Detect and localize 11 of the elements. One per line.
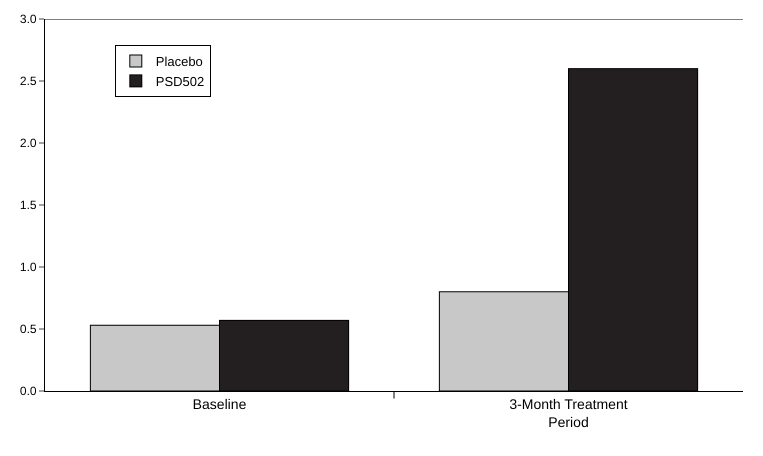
legend-label: Placebo (156, 54, 203, 70)
y-tick-label: 2.5 (20, 74, 37, 88)
y-tick-label: 1.5 (20, 198, 37, 212)
legend-label: PSD502 (156, 74, 204, 89)
y-tick-label: 2.0 (20, 136, 37, 150)
x-tick-label: 3-Month Treatment Period (509, 396, 628, 430)
y-tick-label: 0.5 (20, 322, 37, 336)
x-tick-label: Baseline (192, 396, 247, 412)
y-tick-label: 0.0 (20, 384, 37, 398)
y-tick-label: 3.0 (20, 12, 37, 26)
y-tick-label: 1.0 (20, 260, 37, 274)
